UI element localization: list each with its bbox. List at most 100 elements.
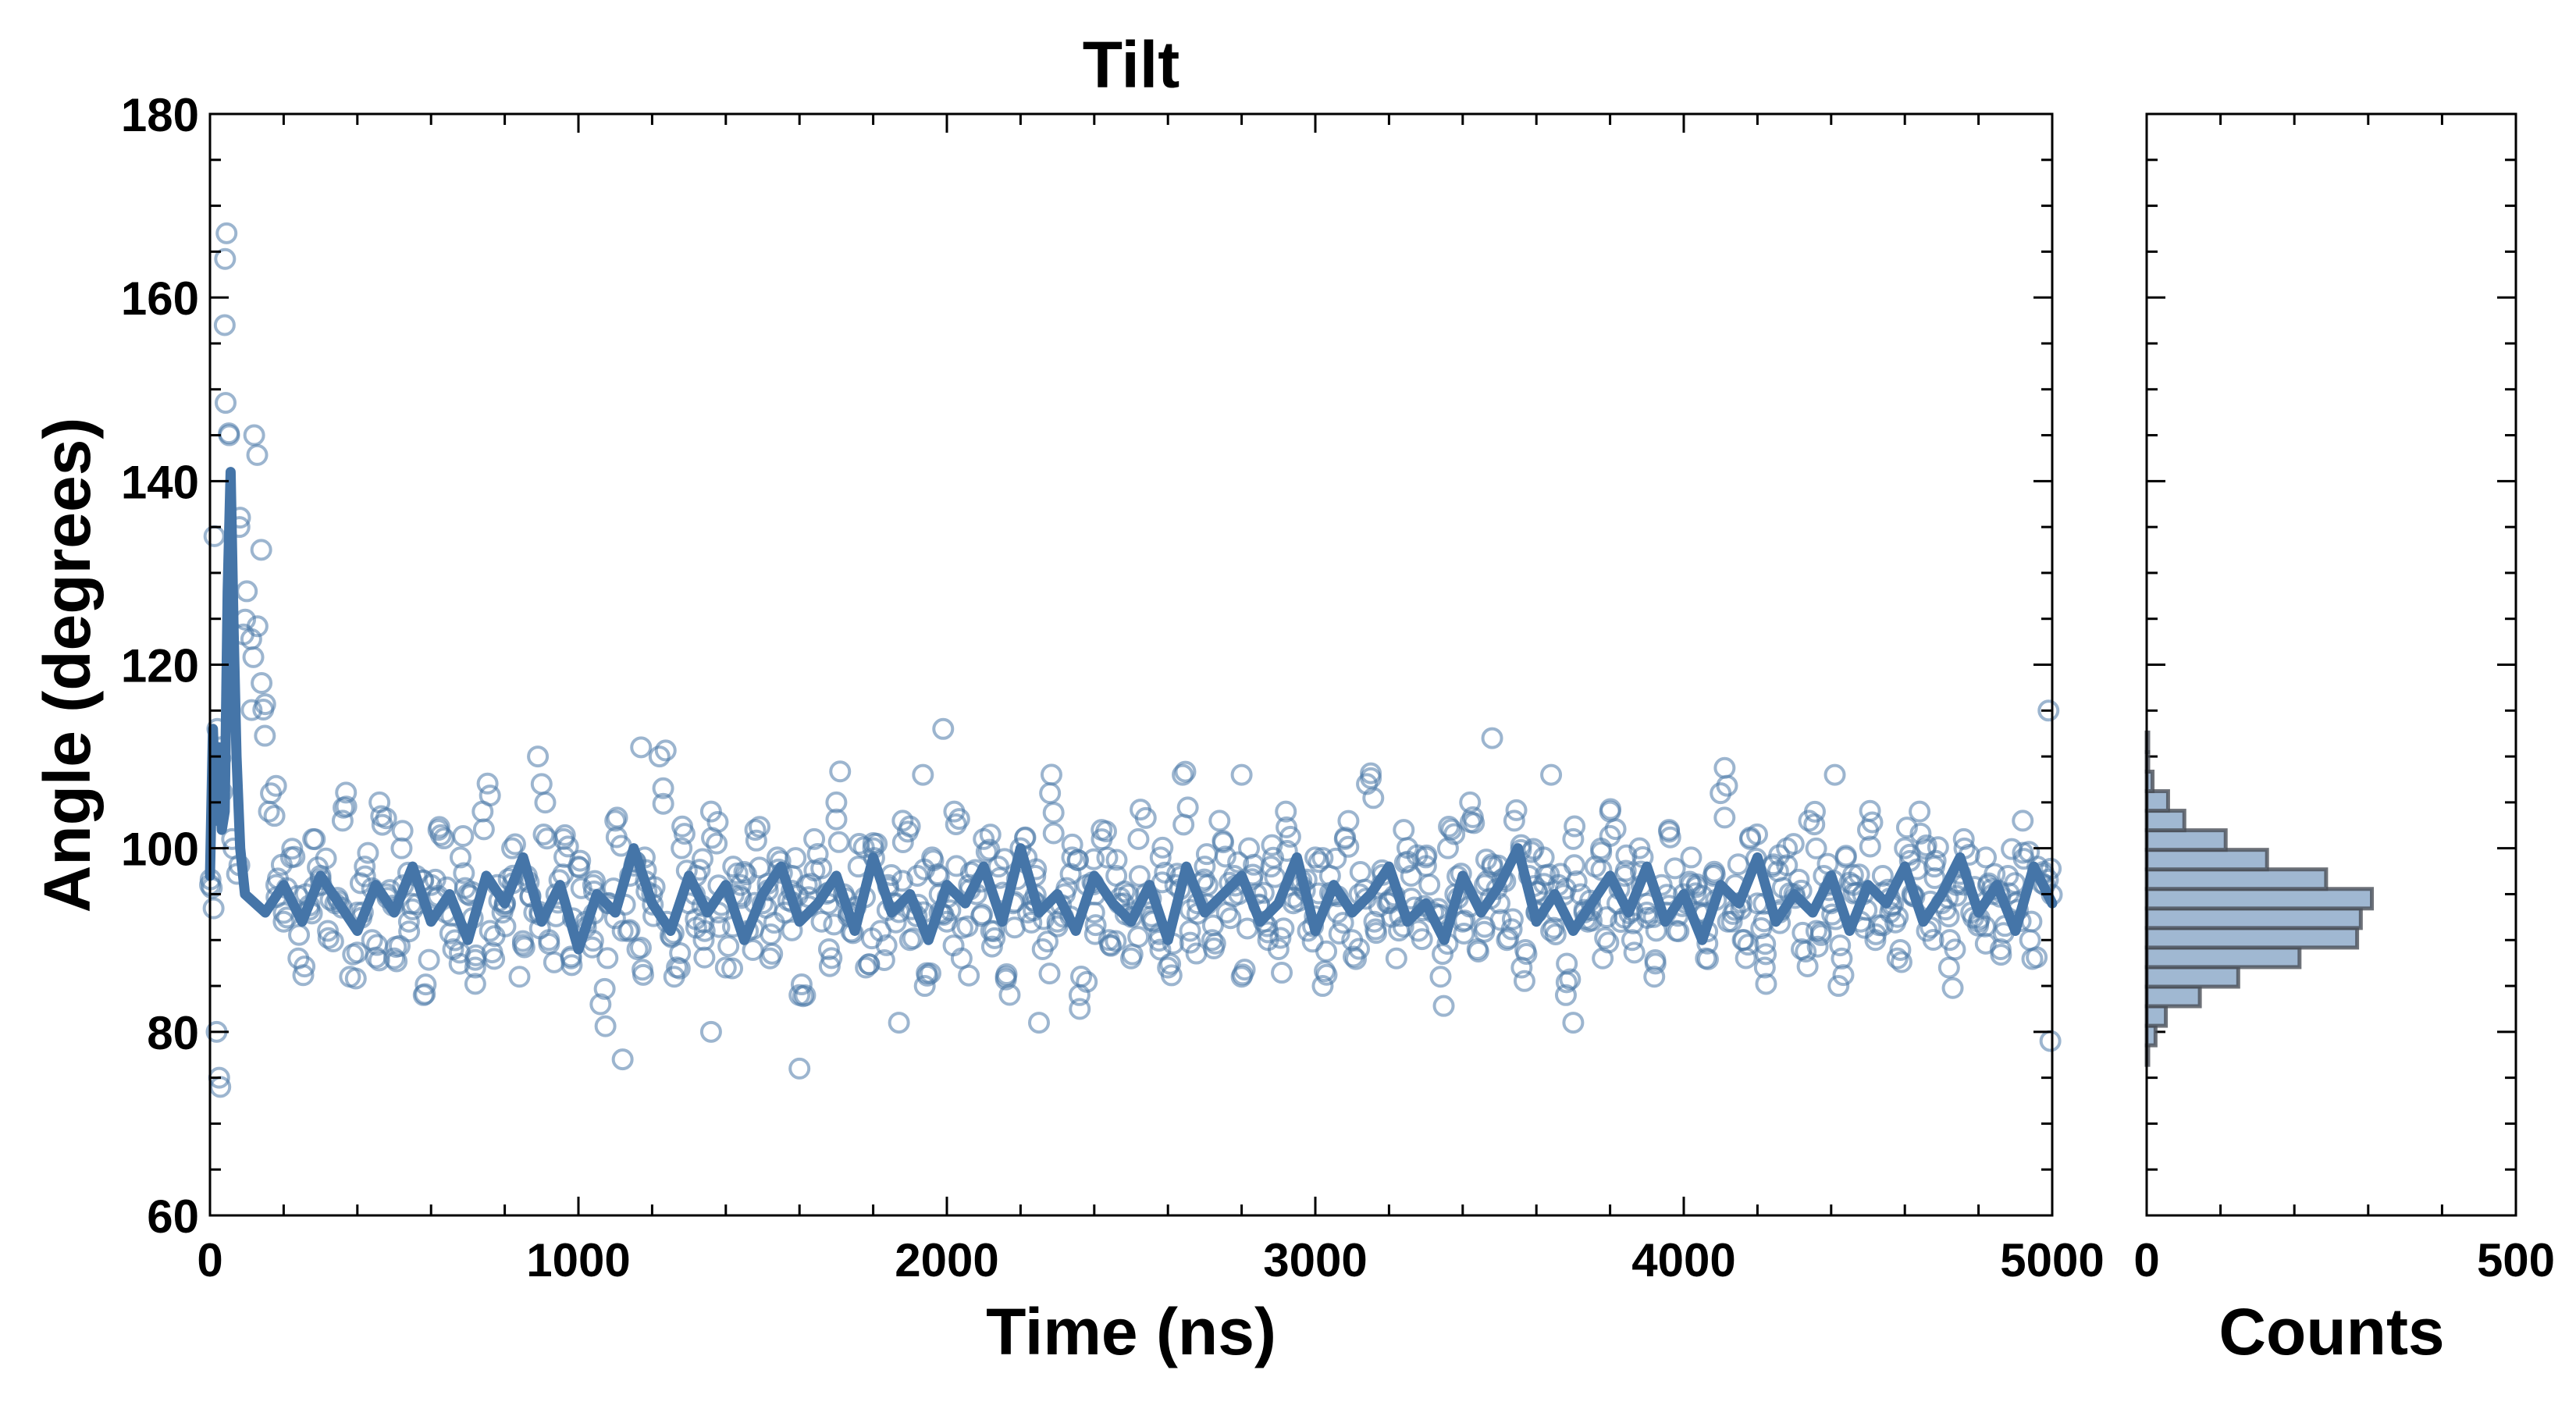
scatter-point bbox=[1096, 846, 1119, 869]
scatter-point bbox=[1385, 947, 1407, 970]
x-tick-label: 4000 bbox=[1631, 1234, 1735, 1286]
scatter-point bbox=[1716, 774, 1738, 797]
scatter-point bbox=[1658, 820, 1681, 843]
scatter-point bbox=[1827, 975, 1850, 998]
scatter-point bbox=[706, 810, 729, 833]
scatter-point bbox=[1179, 931, 1201, 954]
scatter-point bbox=[1149, 846, 1172, 869]
scatter-point bbox=[1418, 874, 1441, 896]
y-tick-label: 180 bbox=[121, 89, 199, 141]
scatter-point bbox=[891, 870, 914, 892]
y-axis-label: Angle (degrees) bbox=[30, 418, 104, 913]
scatter-point bbox=[1415, 844, 1438, 866]
scatter-point bbox=[1042, 802, 1065, 824]
histogram-bar bbox=[2144, 809, 2186, 833]
scatter-point bbox=[1513, 970, 1535, 992]
scatter-point bbox=[1691, 884, 1713, 907]
scatter-point bbox=[1805, 837, 1827, 859]
scatter-point bbox=[763, 912, 785, 934]
scatter-point bbox=[606, 806, 628, 829]
scatter-point bbox=[1076, 970, 1098, 993]
scatter-point bbox=[1746, 823, 1769, 845]
scatter-point bbox=[1503, 809, 1525, 832]
scatter-point bbox=[1945, 884, 1968, 907]
scatter-point bbox=[1894, 837, 1916, 859]
y-tick-label: 160 bbox=[121, 272, 199, 325]
scatter-point bbox=[1806, 935, 1829, 958]
scatter-point bbox=[922, 849, 945, 872]
scatter-point bbox=[250, 539, 272, 561]
scatter-point bbox=[611, 1048, 634, 1071]
scatter-point bbox=[344, 967, 367, 990]
scatter-point bbox=[1556, 952, 1578, 975]
scatter-point bbox=[1038, 962, 1061, 985]
scatter-point bbox=[569, 849, 592, 872]
hist-x-tick-label: 0 bbox=[2133, 1234, 2159, 1286]
scatter-point bbox=[906, 864, 929, 887]
scatter-point bbox=[1432, 994, 1455, 1017]
scatter-point bbox=[1233, 959, 1256, 981]
scatter-point bbox=[1400, 864, 1422, 887]
scatter-point bbox=[391, 820, 414, 842]
scatter-point bbox=[794, 984, 817, 1007]
scatter-point bbox=[1344, 948, 1367, 970]
scatter-point bbox=[1214, 845, 1236, 868]
scatter-point bbox=[1311, 847, 1334, 870]
scatter-point bbox=[476, 772, 499, 795]
scatter-point bbox=[916, 962, 938, 984]
scatter-point bbox=[1028, 1012, 1050, 1034]
scatter-point bbox=[1272, 917, 1295, 940]
scatter-point bbox=[1890, 951, 1912, 973]
scatter-point bbox=[1276, 816, 1298, 838]
scatter-point bbox=[1887, 906, 1909, 928]
scatter-point bbox=[979, 824, 1002, 846]
scatter-point bbox=[258, 800, 280, 823]
scatter-point bbox=[818, 955, 841, 977]
scatter-point bbox=[1796, 955, 1819, 977]
scatter-point bbox=[2012, 841, 2034, 864]
scatter-point bbox=[1540, 920, 1563, 942]
scatter-point bbox=[452, 825, 475, 848]
scatter-point bbox=[717, 935, 740, 958]
scatter-point bbox=[1754, 933, 1777, 955]
scatter-point bbox=[1127, 926, 1150, 948]
scatter-point bbox=[1809, 920, 1832, 943]
scatter-point bbox=[1727, 853, 1749, 876]
scatter-point bbox=[866, 832, 888, 855]
scatter-point bbox=[317, 927, 340, 949]
scatter-point bbox=[951, 916, 973, 939]
histogram-bar bbox=[2144, 789, 2170, 813]
scatter-point bbox=[203, 525, 226, 547]
scatter-point bbox=[288, 923, 311, 946]
scatter-point bbox=[706, 832, 728, 855]
histogram-bar bbox=[2144, 926, 2360, 950]
scatter-point bbox=[873, 948, 895, 971]
histogram-bar bbox=[2144, 965, 2240, 989]
scatter-point bbox=[1680, 846, 1703, 869]
scatter-point bbox=[1343, 945, 1365, 968]
scatter-point bbox=[304, 828, 326, 851]
scatter-point bbox=[1149, 938, 1172, 961]
scatter-point bbox=[240, 628, 262, 650]
histogram-bar bbox=[2144, 848, 2269, 872]
scatter-point bbox=[532, 823, 555, 845]
scatter-point bbox=[668, 957, 691, 980]
scatter-point bbox=[958, 964, 980, 987]
hist-x-tick-label: 500 bbox=[2477, 1234, 2555, 1286]
scatter-point bbox=[1084, 914, 1107, 937]
scatter-point bbox=[1590, 841, 1613, 863]
scatter-point bbox=[464, 973, 486, 995]
x-tick-label: 5000 bbox=[2000, 1234, 2104, 1286]
scatter-point bbox=[1803, 800, 1826, 823]
scatter-point bbox=[1219, 907, 1242, 930]
scatter-point bbox=[648, 745, 671, 768]
scatter-point bbox=[1859, 799, 1881, 822]
histogram-bar bbox=[2144, 906, 2363, 930]
scatter-point bbox=[375, 807, 397, 830]
scatter-point bbox=[1564, 815, 1586, 838]
scatter-point bbox=[1685, 873, 1708, 895]
scatter-point bbox=[1542, 916, 1565, 939]
scatter-point bbox=[617, 920, 639, 942]
scatter-point bbox=[1643, 966, 1666, 988]
